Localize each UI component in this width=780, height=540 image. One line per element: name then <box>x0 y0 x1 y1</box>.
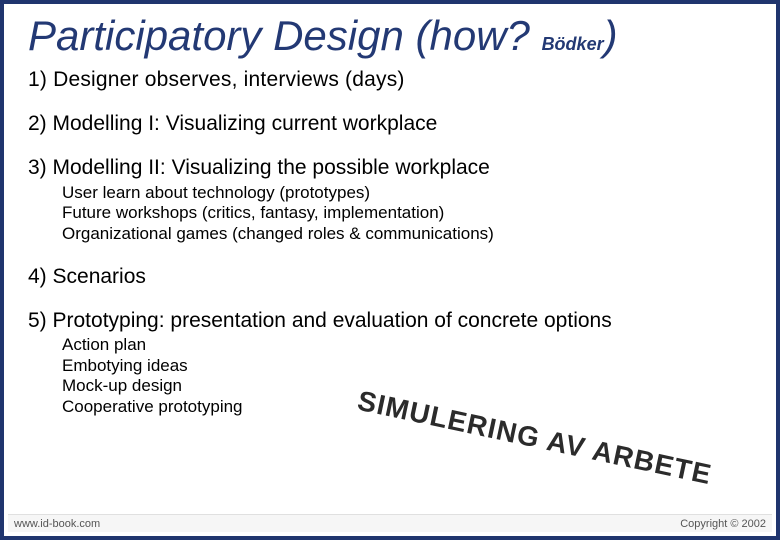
sublist-item: Mock-up design <box>62 376 752 397</box>
steps-list: 1) Designer observes, interviews (days) … <box>28 68 752 418</box>
step-sublist: Action plan Embotying ideas Mock-up desi… <box>28 335 752 418</box>
slide-footer: www.id-book.com Copyright © 2002 <box>8 514 772 532</box>
step-text: 2) Modelling I: Visualizing current work… <box>28 112 437 135</box>
title-author-subscript: Bödker <box>542 34 604 54</box>
list-item: 3) Modelling II: Visualizing the possibl… <box>28 156 752 244</box>
footer-url: www.id-book.com <box>14 518 100 530</box>
sublist-item: Cooperative prototyping <box>62 397 752 418</box>
step-text: 1) Designer observes, interviews (days) <box>28 68 405 91</box>
sublist-item: Future workshops (critics, fantasy, impl… <box>62 203 752 224</box>
slide-title: Participatory Design (how? Bödker) <box>28 14 752 58</box>
title-main-text: Participatory Design (how? <box>28 12 542 59</box>
slide-content: Participatory Design (how? Bödker) 1) De… <box>4 4 776 418</box>
slide-frame: Participatory Design (how? Bödker) 1) De… <box>0 0 780 540</box>
sublist-item: Action plan <box>62 335 752 356</box>
footer-copyright: Copyright © 2002 <box>680 518 766 530</box>
list-item: 1) Designer observes, interviews (days) <box>28 68 752 92</box>
step-text: 3) Modelling II: Visualizing the possibl… <box>28 156 490 179</box>
sublist-item: Organizational games (changed roles & co… <box>62 224 752 245</box>
title-closing-paren: ) <box>604 12 618 59</box>
list-item: 5) Prototyping: presentation and evaluat… <box>28 309 752 418</box>
sublist-item: Embotying ideas <box>62 356 752 377</box>
step-sublist: User learn about technology (prototypes)… <box>28 183 752 245</box>
list-item: 2) Modelling I: Visualizing current work… <box>28 112 752 136</box>
step-text: 4) Scenarios <box>28 265 146 288</box>
sublist-item: User learn about technology (prototypes) <box>62 183 752 204</box>
list-item: 4) Scenarios <box>28 265 752 289</box>
step-text: 5) Prototyping: presentation and evaluat… <box>28 309 612 332</box>
